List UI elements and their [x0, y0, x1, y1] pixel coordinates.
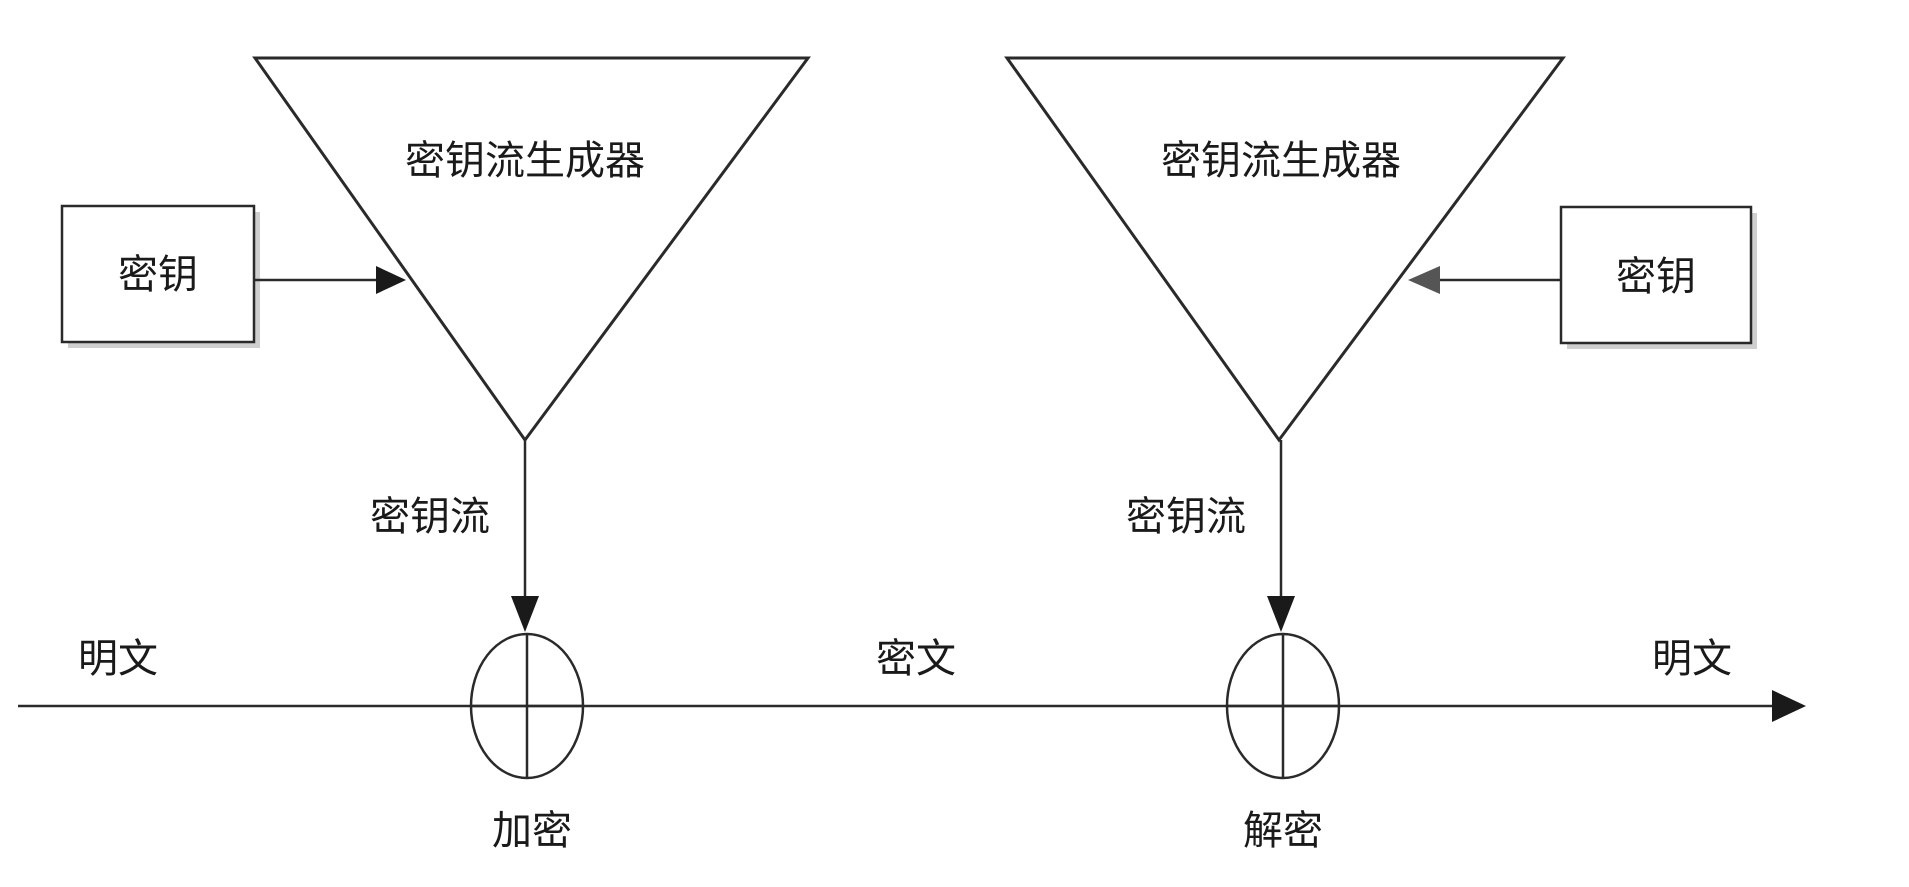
decrypt-operation-label: 解密	[1243, 808, 1323, 854]
encrypt-generator-label: 密钥流生成器	[405, 138, 645, 184]
main-flow-arrowhead	[1772, 690, 1806, 722]
encrypt-operation-label: 加密	[492, 808, 572, 854]
decrypt-section: 密钥流生成器 密钥 密钥流 解密	[1004, 56, 1757, 854]
decrypt-keystream-generator	[1004, 56, 1566, 443]
data-flow-line: 明文 密文 明文	[18, 636, 1806, 722]
ciphertext-label: 密文	[876, 636, 956, 682]
plaintext-in-label: 明文	[78, 636, 158, 682]
encrypt-keystream-generator	[252, 56, 811, 443]
decrypt-key-label: 密钥	[1616, 254, 1696, 300]
decrypt-keystream-arrowhead	[1267, 596, 1295, 632]
decrypt-key-box	[1559, 205, 1753, 345]
decrypt-generator-label: 密钥流生成器	[1161, 138, 1401, 184]
encrypt-key-box	[60, 204, 256, 344]
encrypt-key-label: 密钥	[118, 252, 198, 298]
decrypt-key-arrowhead	[1408, 266, 1440, 294]
encrypt-key-arrowhead	[376, 266, 406, 294]
encrypt-keystream-arrowhead	[511, 596, 539, 632]
encrypt-section: 密钥流生成器 密钥 密钥流 加密	[60, 56, 811, 854]
plaintext-out-label: 明文	[1652, 636, 1732, 682]
decrypt-keystream-label: 密钥流	[1126, 494, 1246, 540]
encrypt-keystream-label: 密钥流	[370, 494, 490, 540]
